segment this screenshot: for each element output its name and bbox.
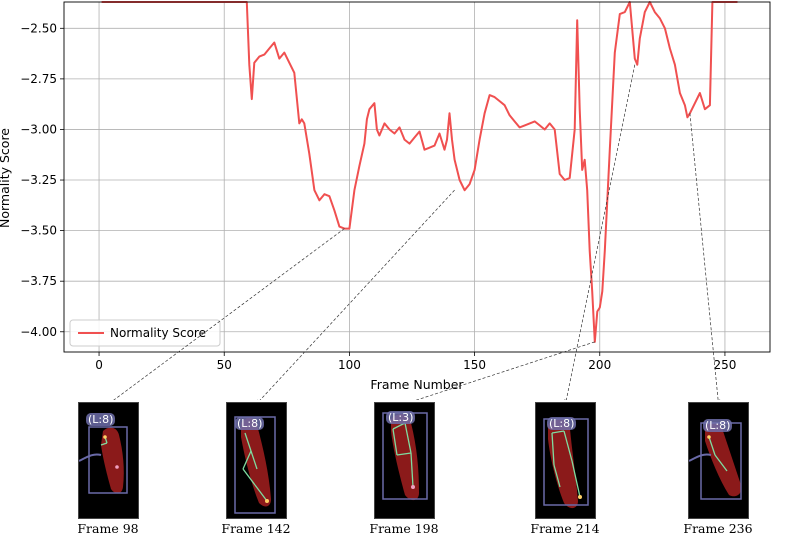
pose-label: (L:3) xyxy=(386,411,416,424)
skeleton-bone xyxy=(571,460,581,498)
skeleton-joint xyxy=(103,435,107,439)
y-tick-label: −4.00 xyxy=(20,325,57,339)
trajectory-line xyxy=(689,453,712,462)
y-tick-label: −3.00 xyxy=(20,122,57,136)
legend: Normality Score xyxy=(69,319,221,347)
x-tick-label: 100 xyxy=(338,358,361,372)
person-silhouette xyxy=(241,417,271,507)
thumbnail-caption: Frame 98 xyxy=(77,521,139,536)
thumbnail-frame-98: (L:8) xyxy=(78,402,139,519)
thumbnail-caption: Frame 198 xyxy=(369,521,439,536)
annotation-arrow xyxy=(107,228,345,400)
legend-box xyxy=(69,319,221,347)
y-tick-label: −3.50 xyxy=(20,224,57,238)
skeleton-bone xyxy=(242,468,256,486)
thumbnail-frame-198: (L:3) xyxy=(374,402,435,519)
pose-label: (L:8) xyxy=(86,413,116,426)
trajectory-line xyxy=(79,453,102,462)
skeleton-bone xyxy=(563,430,573,462)
thumbnail-frame-236: (L:8) xyxy=(688,402,749,519)
thumbnail-caption: Frame 214 xyxy=(530,521,600,536)
skeleton-bone xyxy=(100,442,108,446)
person-silhouette xyxy=(548,418,578,509)
y-tick-label: −3.75 xyxy=(20,274,57,288)
y-tick-label: −3.25 xyxy=(20,173,57,187)
skeleton-joint xyxy=(707,435,711,439)
pose-label: (L:8) xyxy=(235,417,265,430)
skeleton-bone xyxy=(551,430,565,434)
grid-lines xyxy=(64,2,770,352)
skeleton-joint xyxy=(578,495,582,499)
person-silhouette xyxy=(101,427,124,494)
legend-label: Normality Score xyxy=(110,326,206,340)
annotation-arrows xyxy=(107,64,721,400)
person-silhouette xyxy=(705,422,742,497)
skeleton-bone xyxy=(553,464,561,488)
skeleton-joint xyxy=(115,465,119,469)
skeleton-bone xyxy=(708,436,716,456)
x-tick-label: 250 xyxy=(713,358,736,372)
annotation-arrow xyxy=(564,64,636,400)
pose-label: (L:8) xyxy=(703,419,733,432)
bounding-box xyxy=(88,426,128,494)
x-tick-label: 50 xyxy=(217,358,232,372)
skeleton-bone xyxy=(410,452,414,488)
skeleton-bone xyxy=(392,422,406,430)
x-tick-label: 150 xyxy=(463,358,486,372)
thumbnail-frame-214: (L:8) xyxy=(535,402,596,519)
skeleton-joint xyxy=(411,485,415,489)
annotation-arrow xyxy=(415,341,595,400)
annotation-arrow xyxy=(256,189,455,400)
axes xyxy=(60,1,771,356)
skeleton-bone xyxy=(404,422,412,454)
series-layer xyxy=(101,1,738,343)
skeleton-bone xyxy=(242,450,252,470)
skeleton-bone xyxy=(250,450,258,470)
skeleton-bone xyxy=(244,432,252,452)
skeleton-bone xyxy=(392,428,398,456)
thumbnail-caption: Frame 236 xyxy=(683,521,753,536)
x-tick-label: 200 xyxy=(588,358,611,372)
annotation-arrow xyxy=(689,113,721,400)
thumbnail-frame-142: (L:8) xyxy=(226,402,287,519)
skeleton-bone xyxy=(254,484,268,502)
x-tick-label: 0 xyxy=(95,358,103,372)
y-tick-label: −2.50 xyxy=(20,21,57,35)
skeleton-bone xyxy=(714,454,728,472)
pose-label: (L:8) xyxy=(547,417,577,430)
skeleton-bone xyxy=(551,432,555,466)
y-tick-label: −2.75 xyxy=(20,72,57,86)
line-chart: 0 50 100 150 200 250 −2.50 −2.75 −3.00 −3.25 −3.50… xyxy=(0,1,771,400)
plot-frame xyxy=(63,1,771,353)
pose-image xyxy=(79,426,128,494)
series-line-normality-score xyxy=(101,1,738,343)
skeleton-joint xyxy=(265,499,269,503)
pose-image xyxy=(234,416,276,514)
thumbnail-caption: Frame 142 xyxy=(221,521,291,536)
tick-labels: 0 50 100 150 200 250 −2.50 −2.75 −3.00 −3.25 −3.50… xyxy=(20,21,736,372)
y-axis-label: Normality Score xyxy=(0,128,12,228)
skeleton-bone xyxy=(396,452,412,456)
x-axis-label: Frame Number xyxy=(370,377,464,392)
